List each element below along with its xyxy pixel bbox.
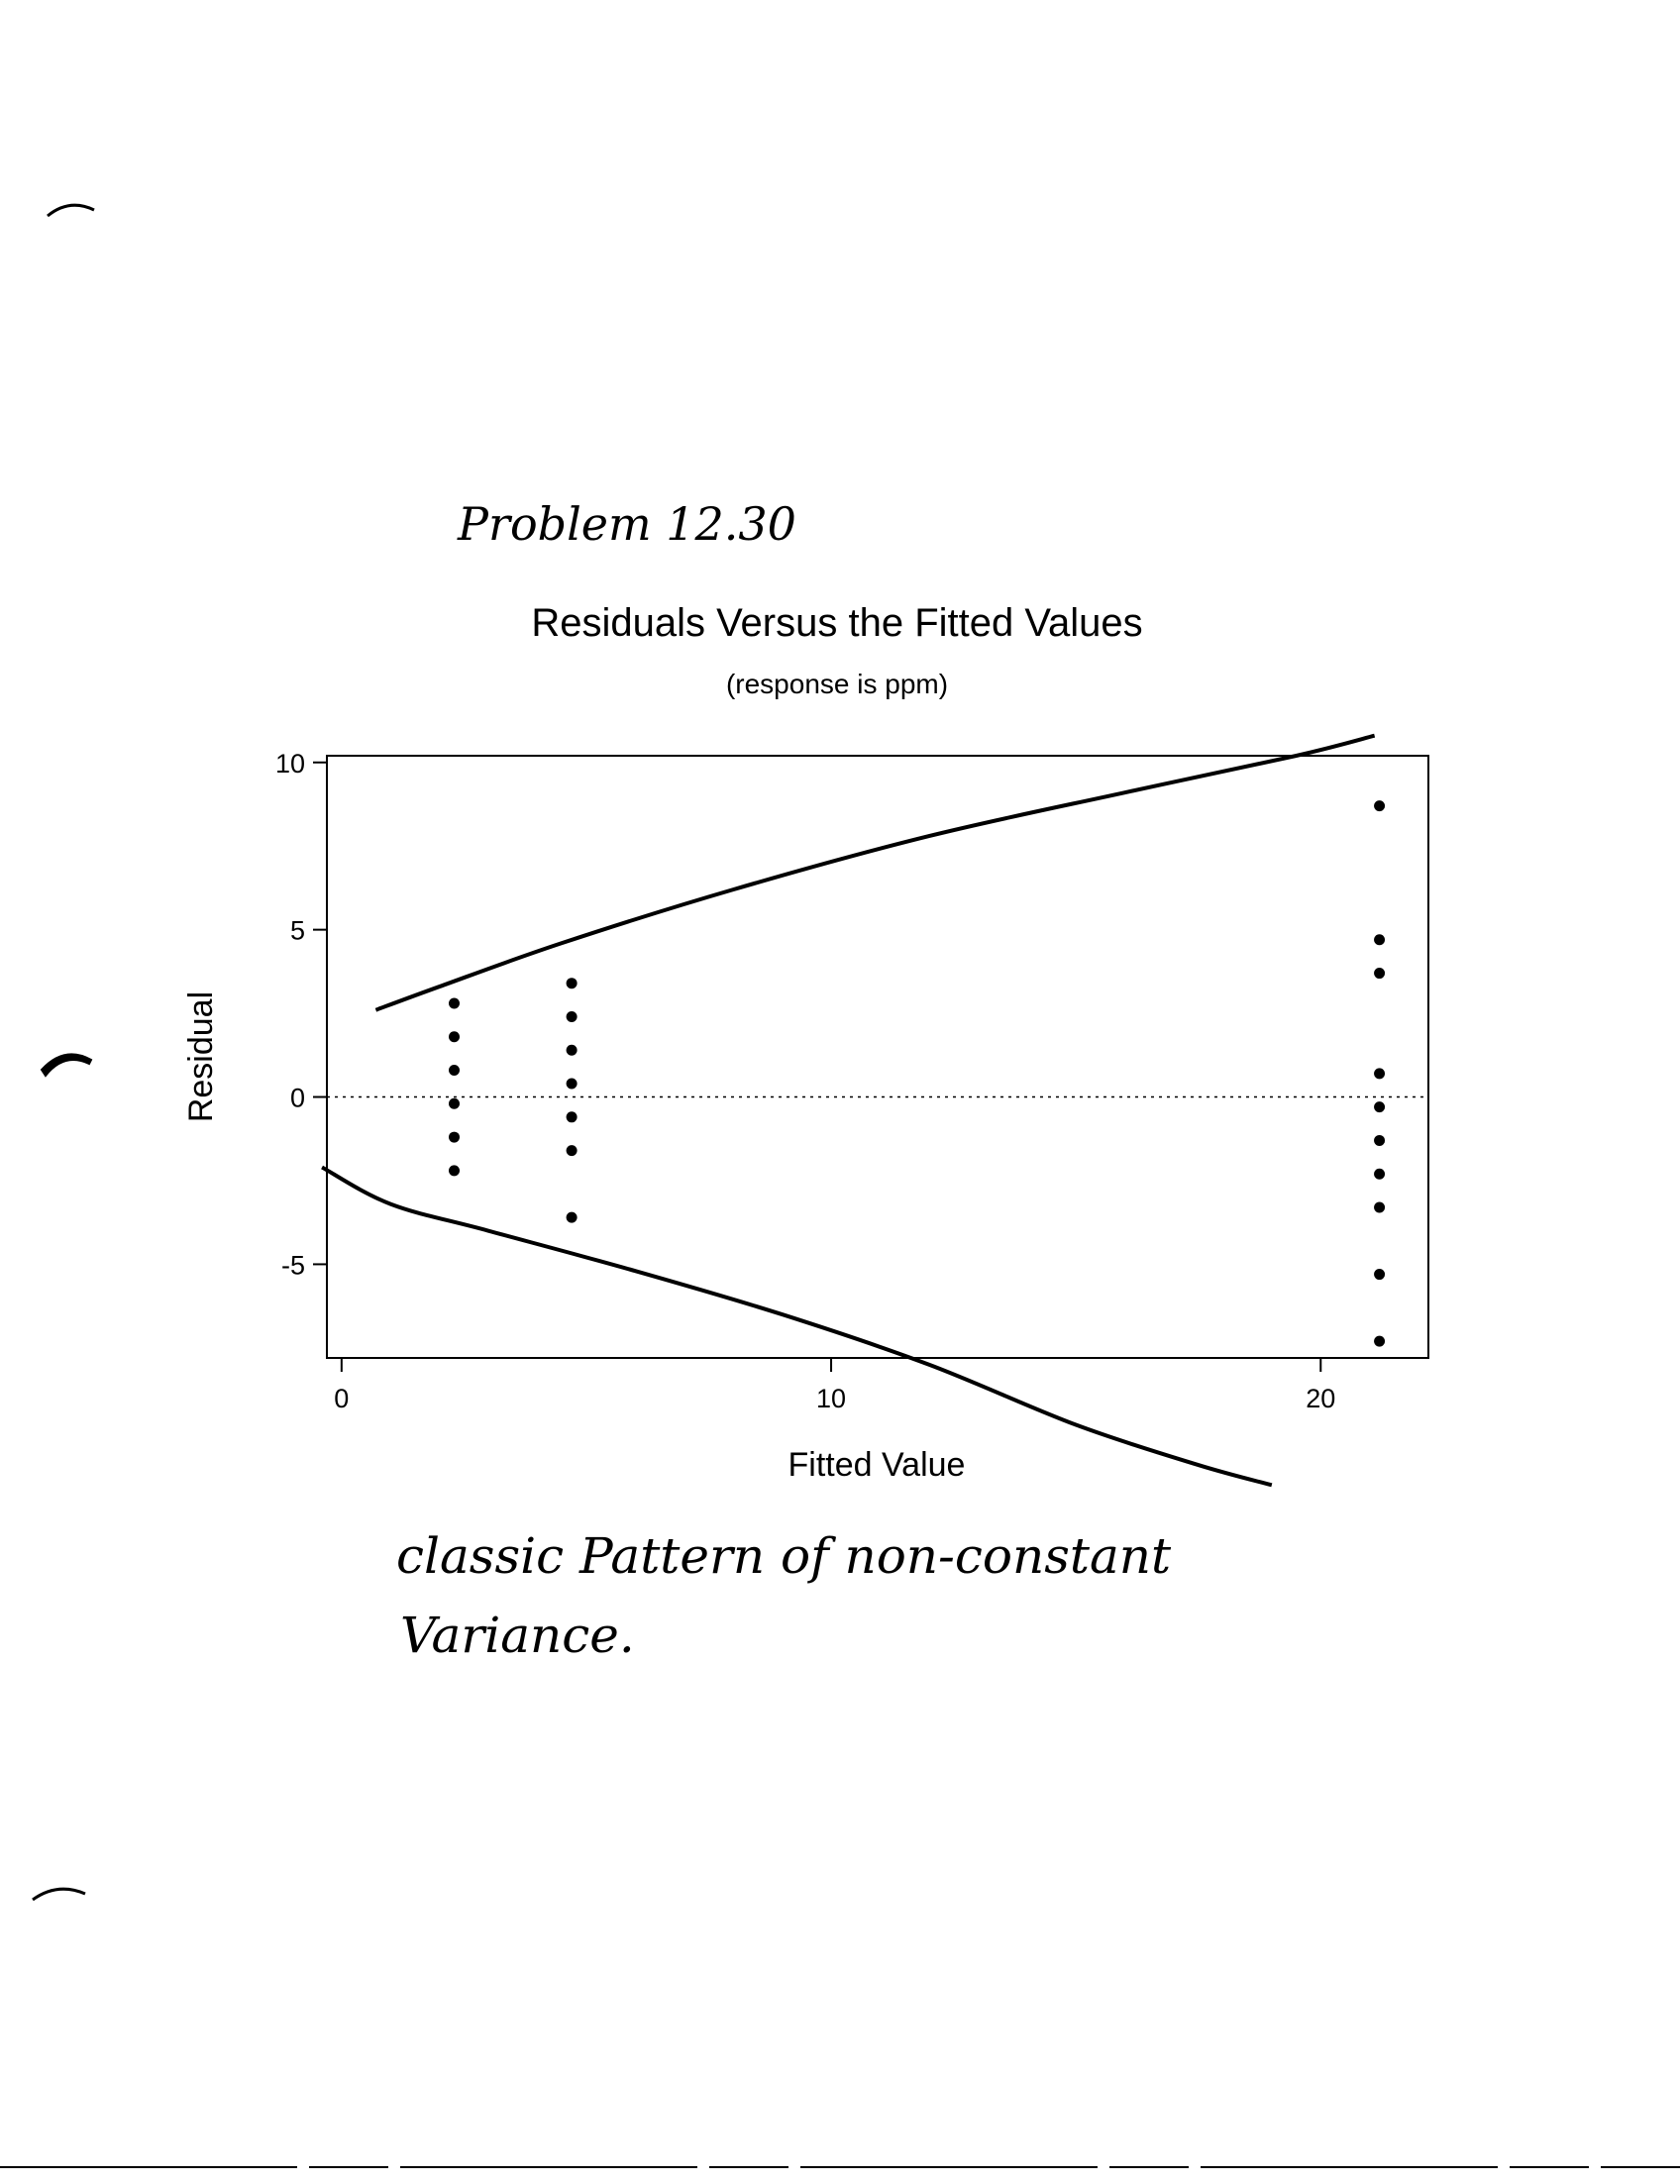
data-point	[566, 1078, 578, 1090]
data-point	[448, 1065, 460, 1077]
y-axis: -5 0 5 10	[275, 749, 327, 1280]
data-point	[1374, 934, 1386, 946]
margin-mark-bottom	[32, 1887, 86, 1902]
x-tick-label: 20	[1306, 1384, 1335, 1413]
data-point	[1374, 1269, 1386, 1281]
data-point	[1374, 1168, 1386, 1180]
x-tick-label: 0	[334, 1384, 349, 1413]
y-tick-label: 5	[290, 916, 305, 946]
data-point	[566, 1044, 578, 1056]
data-point	[1374, 1101, 1386, 1113]
data-point	[1374, 1068, 1386, 1080]
data-point	[1374, 800, 1386, 812]
data-points	[448, 800, 1386, 1347]
data-point	[1374, 1335, 1386, 1347]
data-point	[1374, 1201, 1386, 1213]
data-point	[566, 1145, 578, 1157]
chart-subtitle: (response is ppm)	[726, 669, 948, 699]
y-tick-label: 10	[275, 749, 305, 779]
data-point	[566, 978, 578, 989]
data-point	[1374, 968, 1386, 980]
plot-frame	[326, 755, 1429, 1359]
x-tick-label: 10	[816, 1384, 846, 1413]
data-point	[566, 1111, 578, 1123]
chart-title: Residuals Versus the Fitted Values	[531, 601, 1142, 645]
data-point	[448, 1097, 460, 1109]
data-point	[1374, 1134, 1386, 1146]
comment-line-2: Variance.	[400, 1607, 635, 1664]
margin-mark-top	[47, 203, 95, 218]
problem-annotation: Problem 12.30	[457, 497, 796, 551]
hand-drawn-envelope	[321, 733, 1376, 1488]
x-axis: 0 10 20	[334, 1358, 1335, 1413]
data-point	[448, 997, 460, 1009]
y-axis-label: Residual	[182, 991, 220, 1122]
data-point	[448, 1131, 460, 1143]
data-point	[448, 1031, 460, 1043]
lower-envelope-curve	[321, 1165, 1273, 1488]
upper-envelope-curve	[374, 733, 1376, 1012]
comment-line-1: classic Pattern of non-constant	[396, 1527, 1172, 1585]
data-point	[448, 1165, 460, 1177]
data-point	[566, 1010, 578, 1022]
y-tick-label: 0	[290, 1084, 305, 1113]
margin-mark-middle	[40, 1053, 93, 1078]
x-axis-label: Fitted Value	[788, 1446, 966, 1484]
y-tick-label: -5	[281, 1250, 305, 1280]
data-point	[566, 1211, 578, 1223]
